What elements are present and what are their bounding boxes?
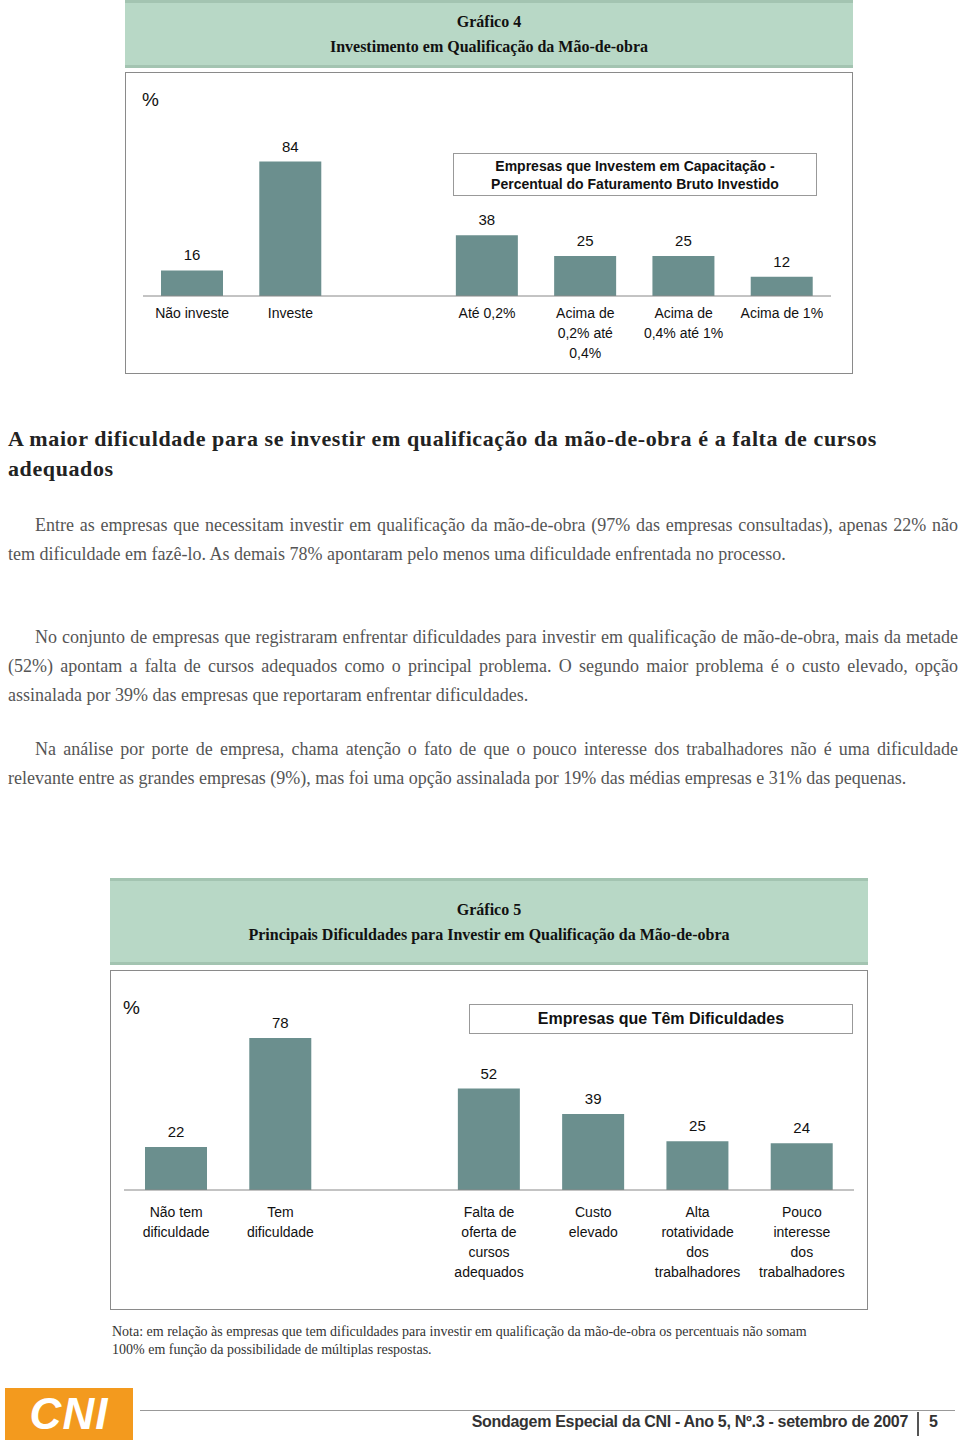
html-text:5: 5	[929, 1413, 938, 1430]
svg-text:25: 25	[675, 232, 692, 249]
svg-text:39: 39	[585, 1090, 602, 1107]
html-text:Gráfico 4: Gráfico 4	[456, 13, 522, 30]
html-text:No conjunto de empresas que re: No conjunto de empresas que registraram …	[8, 627, 958, 705]
html-text:CNI: CNI	[29, 1389, 109, 1438]
svg-text:Custoelevado: Custoelevado	[569, 1204, 618, 1240]
svg-text:78: 78	[272, 1014, 289, 1031]
svg-text:12: 12	[773, 253, 790, 270]
html-text:Na análise por porte de empres: Na análise por porte de empresa, chama a…	[8, 739, 958, 788]
svg-text:84: 84	[282, 138, 299, 155]
svg-text:52: 52	[481, 1065, 498, 1082]
html-text:Nota: em relação às empresas q: Nota: em relação às empresas que tem dif…	[112, 1324, 807, 1357]
svg-text:Temdificuldade: Temdificuldade	[247, 1204, 314, 1240]
svg-text:Acima de0,2% até0,4%: Acima de0,2% até0,4%	[556, 305, 615, 361]
html-text:A maior dificuldade para se in: A maior dificuldade para se investir em …	[8, 426, 877, 481]
html-text:Gráfico 5: Gráfico 5	[456, 900, 522, 918]
svg-text:25: 25	[689, 1117, 706, 1134]
html-text:Empresas que Têm Dificuldades: Empresas que Têm Dificuldades	[537, 1010, 785, 1027]
svg-text:Até 0,2%: Até 0,2%	[459, 305, 516, 321]
svg-text:Altarotatividadedostrabalhador: Altarotatividadedostrabalhadores	[655, 1204, 741, 1280]
svg-text:Não temdificuldade: Não temdificuldade	[143, 1204, 210, 1240]
html-text:Empresas que Investem em Capac: Empresas que Investem em Capacitação - P…	[491, 157, 779, 192]
svg-text:Investe: Investe	[268, 305, 313, 321]
html-text:Investimento em Qualificação d: Investimento em Qualificação da Mão-de-o…	[329, 38, 649, 55]
svg-text:16: 16	[184, 246, 201, 263]
svg-text:38: 38	[479, 211, 496, 228]
svg-text:Acima de0,4% até 1%: Acima de0,4% até 1%	[644, 305, 723, 341]
svg-text:Falta deoferta decursosadequad: Falta deoferta decursosadequados	[454, 1204, 523, 1280]
svg-text:25: 25	[577, 232, 594, 249]
svg-text:24: 24	[793, 1119, 810, 1136]
html-text:Sondagem Especial da CNI - Ano: Sondagem Especial da CNI - Ano 5, Nº.3 -…	[471, 1413, 908, 1430]
html-text:Principais Dificuldades para I: Principais Dificuldades para Investir em…	[248, 925, 730, 943]
svg-text:Poucointeressedostrabalhadores: Poucointeressedostrabalhadores	[759, 1204, 845, 1280]
html-text:Entre as empresas que necessit: Entre as empresas que necessitam investi…	[8, 515, 958, 564]
svg-text:22: 22	[168, 1123, 185, 1140]
svg-text:Acima de 1%: Acima de 1%	[741, 305, 823, 321]
svg-text:Não investe: Não investe	[155, 305, 229, 321]
